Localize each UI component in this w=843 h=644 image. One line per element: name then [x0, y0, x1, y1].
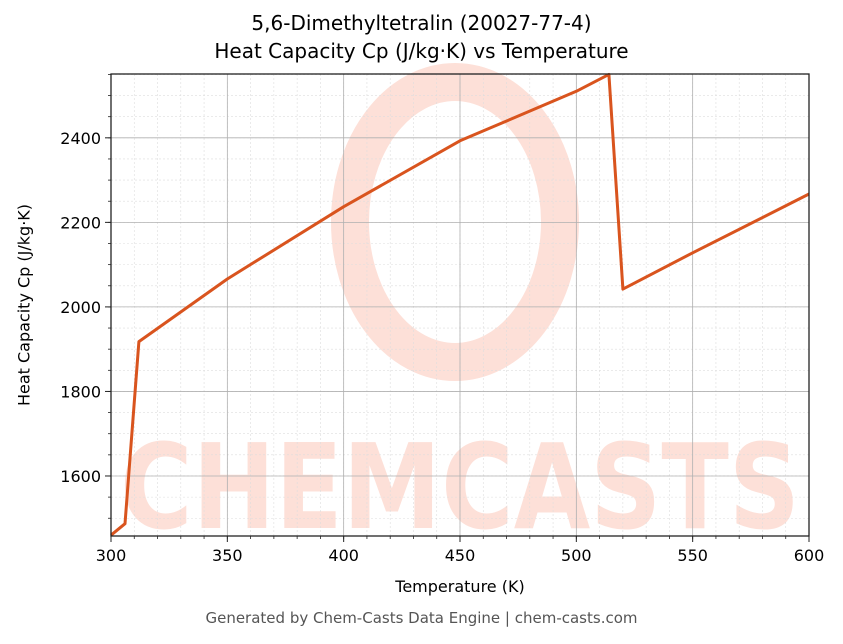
footer-credit: Generated by Chem-Casts Data Engine | ch…: [205, 609, 638, 627]
chart-title: 5,6-Dimethyltetralin (20027-77-4): [251, 11, 592, 35]
x-tick-label: 500: [561, 546, 592, 565]
y-tick-label: 1800: [60, 382, 101, 401]
y-tick-label: 2200: [60, 213, 101, 232]
y-tick-label: 1600: [60, 467, 101, 486]
chart-subtitle: Heat Capacity Cp (J/kg·K) vs Temperature: [214, 39, 629, 63]
x-tick-label: 350: [212, 546, 243, 565]
x-tick-label: 450: [445, 546, 476, 565]
x-axis-label: Temperature (K): [395, 577, 525, 596]
x-tick-label: 400: [328, 546, 359, 565]
data-line: [110, 72, 810, 537]
x-tick-label: 550: [677, 546, 708, 565]
x-tick-label: 300: [96, 546, 127, 565]
x-tick-label: 600: [794, 546, 825, 565]
y-axis-label: Heat Capacity Cp (J/kg·K): [14, 203, 34, 407]
y-tick-label: 2400: [60, 129, 101, 148]
y-tick-label: 2000: [60, 298, 101, 317]
